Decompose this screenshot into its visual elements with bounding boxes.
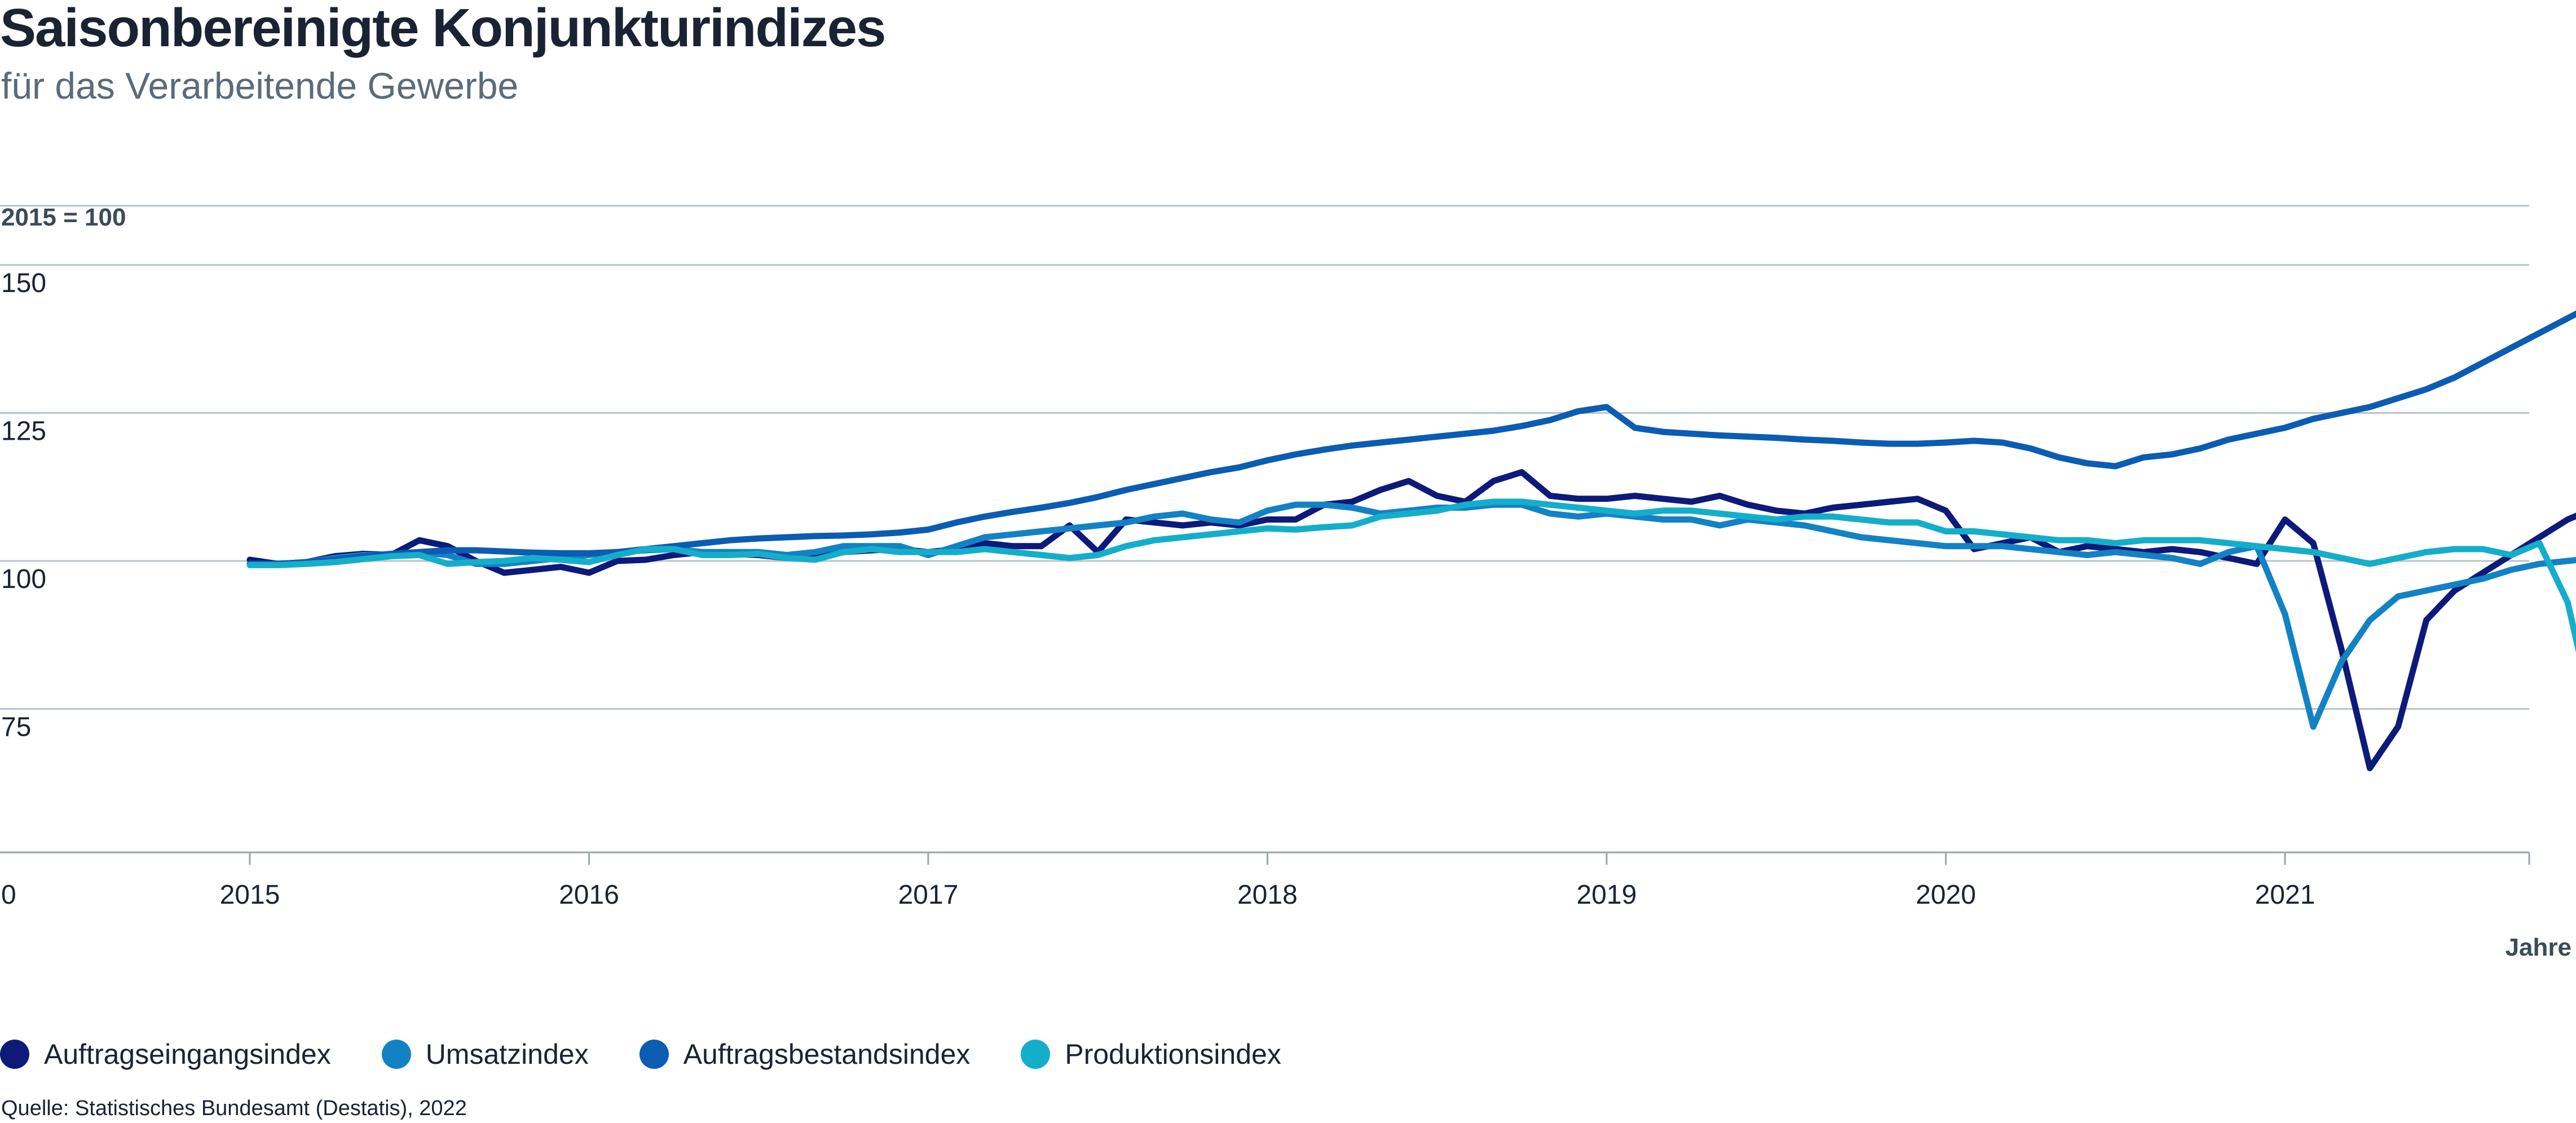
legend-label: Auftragseingangsindex <box>44 1038 331 1070</box>
legend-item: Auftragsbestandsindex <box>639 1038 971 1071</box>
chart-title: Saisonbereinigte Konjunkturindizes <box>0 0 886 58</box>
series-line-auftragsbestandsindex <box>246 310 2576 567</box>
series-line-umsatzindex <box>246 501 2576 730</box>
chart-series <box>246 310 2576 771</box>
legend-label: Produktionsindex <box>1065 1038 1281 1070</box>
x-axis-title: Jahre <box>2506 934 2571 961</box>
line-chart: 75 100 125 150 0 2015 = 100 2015 2016 2017 2018 20… <box>0 204 2576 961</box>
chart-legend: Auftragseingangsindex Umsatzindex Auftrags… <box>0 1034 1332 1074</box>
x-tick-label: 2021 <box>2255 880 2315 910</box>
y-tick-label: 75 <box>1 713 31 742</box>
x-tick-label: 2017 <box>898 880 959 910</box>
y-tick-label: 100 <box>1 564 46 594</box>
x-tick-label: 2020 <box>1916 880 1976 910</box>
y-tick-label: 125 <box>1 417 46 446</box>
y-tick-label: 150 <box>1 268 46 298</box>
x-tick-label: 2016 <box>559 880 619 910</box>
legend-label: Umsatzindex <box>425 1038 589 1070</box>
legend-item: Umsatzindex <box>381 1038 589 1071</box>
x-tick-label: 2018 <box>1237 880 1298 910</box>
chart-grid <box>0 205 2529 710</box>
y-origin-label: 0 <box>1 880 16 910</box>
legend-swatch <box>381 1040 411 1069</box>
chart-axes: 75 100 125 150 0 2015 = 100 2015 2016 2017 2018 20… <box>0 204 2571 961</box>
x-tick-label: 2019 <box>1577 880 1637 910</box>
x-tick-label: 2015 <box>220 880 280 910</box>
source-note: Quelle: Statistisches Bundesamt (Destati… <box>1 1097 467 1120</box>
legend-item: Produktionsindex <box>1021 1038 1281 1071</box>
series-line-produktionsindex <box>246 498 2576 653</box>
legend-swatch <box>639 1040 669 1069</box>
legend-swatch <box>1021 1040 1051 1069</box>
legend-swatch <box>0 1040 29 1069</box>
chart-subtitle: für das Verarbeitende Gewerbe <box>1 65 519 107</box>
legend-item: Auftragseingangsindex <box>0 1038 331 1071</box>
y-axis-title: 2015 = 100 <box>1 204 126 231</box>
series-line-auftragseingangsindex <box>246 469 2576 771</box>
legend-label: Auftragsbestandsindex <box>683 1038 971 1070</box>
